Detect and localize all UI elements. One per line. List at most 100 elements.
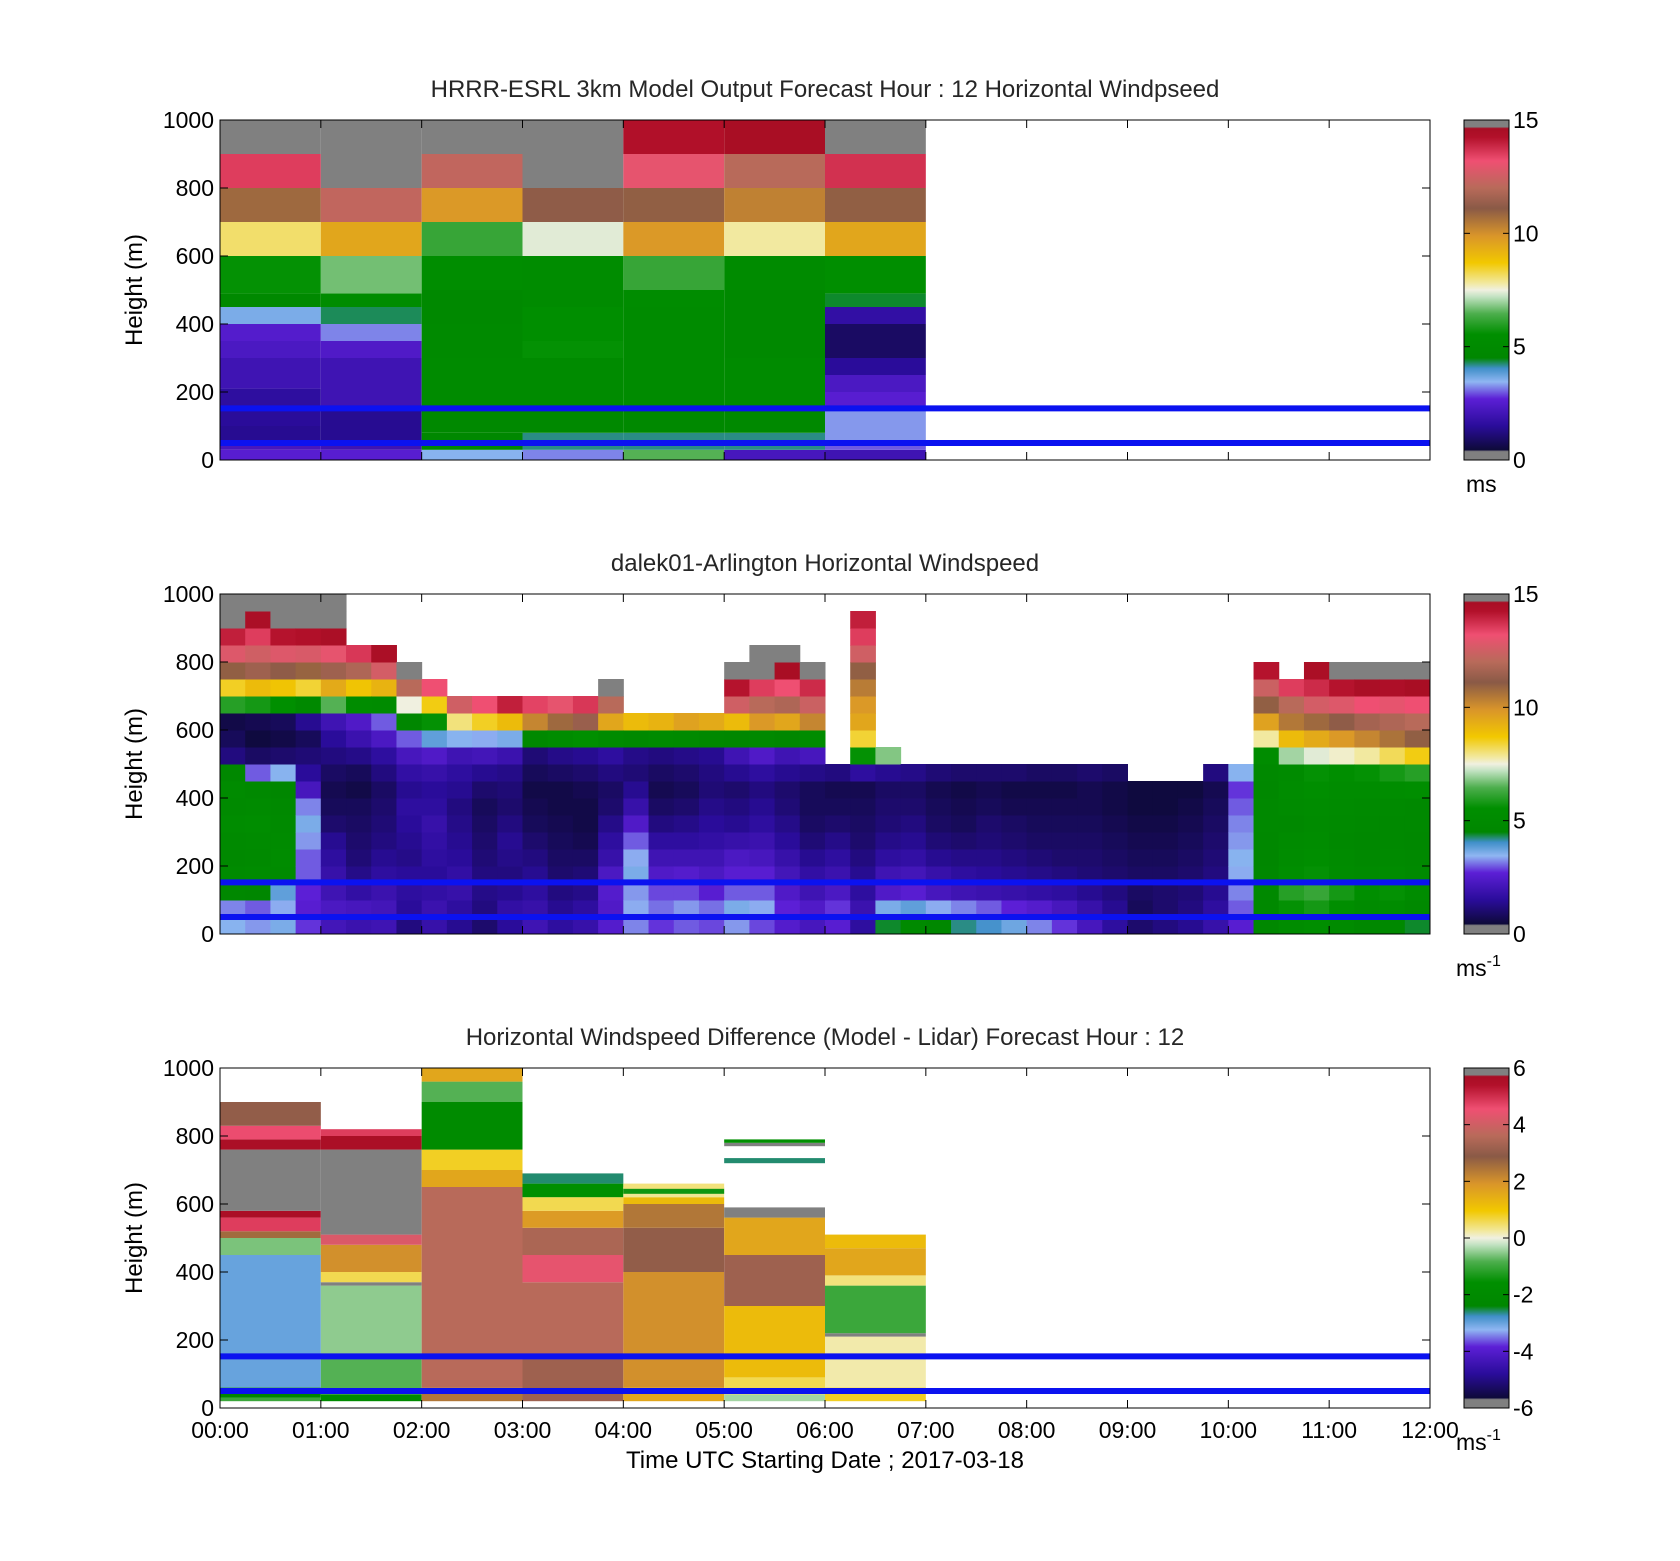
heatmap-cell — [220, 1125, 321, 1140]
heatmap-cell — [774, 662, 801, 680]
heatmap-cell — [320, 1394, 422, 1402]
heatmap-cell — [270, 730, 297, 748]
heatmap-cell — [220, 1255, 321, 1388]
panel-lidar-title: dalek01-Arlington Horizontal Windspeed — [611, 550, 1039, 577]
heatmap-cell — [1278, 815, 1305, 833]
heatmap-cell — [1152, 798, 1179, 816]
heatmap-cell — [1051, 917, 1078, 934]
heatmap-cell — [295, 679, 322, 697]
heatmap-cell — [295, 611, 322, 629]
heatmap-cell — [598, 815, 624, 833]
heatmap-cell — [220, 628, 246, 646]
heatmap-cell — [1152, 815, 1179, 833]
heatmap-cell — [774, 849, 801, 867]
heatmap-cell — [522, 341, 624, 358]
heatmap-cell — [825, 815, 851, 833]
heatmap-cell — [1379, 713, 1406, 731]
heatmap-cell — [346, 662, 372, 680]
difference-y-ticks: 0 200 400 600 800 1000 — [163, 1055, 1430, 1421]
lidar-y-ticks: 0 200 400 600 800 1000 — [163, 581, 1430, 947]
heatmap-cell — [799, 747, 826, 765]
heatmap-cell — [900, 917, 927, 934]
heatmap-cell — [1228, 815, 1255, 833]
heatmap-cell — [724, 120, 825, 154]
panel-difference: Horizontal Windspeed Difference (Model -… — [121, 1024, 1534, 1474]
heatmap-cell — [270, 781, 297, 799]
heatmap-cell — [1077, 764, 1103, 782]
heatmap-cell — [1203, 815, 1229, 833]
heatmap-cell — [1404, 883, 1430, 901]
heatmap-cell — [220, 730, 246, 748]
heatmap-cell — [572, 696, 599, 714]
heatmap-cell — [1203, 798, 1229, 816]
x-tick-label: 10:00 — [1200, 1417, 1258, 1443]
heatmap-cell — [1354, 883, 1381, 901]
heatmap-cell — [1379, 815, 1406, 833]
heatmap-cell — [749, 781, 776, 799]
heatmap-cell — [1001, 815, 1028, 833]
heatmap-cell — [320, 409, 422, 443]
model-reference-lines — [220, 405, 1430, 446]
heatmap-cell — [320, 1272, 422, 1283]
heatmap-cell — [270, 611, 297, 629]
heatmap-cell — [623, 900, 650, 918]
heatmap-cell — [799, 815, 826, 833]
heatmap-cell — [875, 900, 902, 918]
heatmap-cell — [572, 917, 599, 934]
heatmap-cell — [598, 900, 624, 918]
heatmap-cell — [1354, 747, 1381, 765]
heatmap-cell — [220, 866, 246, 884]
heatmap-cell — [497, 798, 523, 816]
heatmap-cell — [623, 917, 650, 934]
heatmap-cell — [220, 815, 246, 833]
heatmap-cell — [850, 866, 876, 884]
heatmap-cell — [1354, 815, 1381, 833]
heatmap-cell — [698, 747, 725, 765]
heatmap-cell — [572, 798, 599, 816]
heatmap-cell — [497, 832, 523, 850]
heatmap-cell — [698, 713, 725, 731]
x-tick-label: 04:00 — [595, 1417, 653, 1443]
heatmap-cell — [1026, 781, 1053, 799]
heatmap-cell — [1077, 866, 1103, 884]
y-tick-label: 800 — [176, 175, 214, 201]
colorbar-tick-label: 5 — [1513, 334, 1526, 360]
heatmap-cell — [673, 883, 700, 901]
heatmap-cell — [623, 764, 650, 782]
heatmap-cell — [1253, 798, 1280, 816]
heatmap-cell — [320, 866, 347, 884]
heatmap-cell — [396, 696, 423, 714]
heatmap-cell — [1404, 747, 1430, 765]
heatmap-cell — [875, 832, 902, 850]
model-colorbar-gradient — [1464, 120, 1509, 460]
heatmap-cell — [1001, 849, 1028, 867]
heatmap-cell — [522, 883, 549, 901]
heatmap-cell — [522, 1227, 624, 1255]
heatmap-cell — [522, 730, 549, 748]
heatmap-cell — [270, 866, 297, 884]
x-tick-label: 01:00 — [292, 1417, 350, 1443]
lidar-colorbar-ticks: 0 5 10 15 — [1464, 581, 1539, 947]
heatmap-cell — [976, 900, 1002, 918]
heatmap-cell — [623, 120, 725, 154]
heatmap-cell — [396, 713, 423, 731]
heatmap-cell — [1354, 917, 1381, 934]
heatmap-cell — [1077, 798, 1103, 816]
heatmap-cell — [850, 747, 876, 765]
heatmap-cell — [497, 900, 523, 918]
heatmap-cell — [875, 917, 902, 934]
heatmap-cell — [270, 628, 297, 646]
heatmap-cell — [1404, 849, 1430, 867]
heatmap-cell — [245, 798, 271, 816]
heatmap-cell — [320, 645, 347, 663]
heatmap-cell — [623, 798, 650, 816]
heatmap-cell — [245, 730, 271, 748]
heatmap-cell — [472, 730, 498, 748]
model-x-ticks — [219, 120, 1431, 460]
heatmap-cell — [799, 713, 826, 731]
heatmap-cell — [371, 900, 397, 918]
colorbar-tick-label: 15 — [1513, 107, 1539, 133]
heatmap-cell — [270, 900, 297, 918]
heatmap-cell — [1253, 730, 1280, 748]
heatmap-cell — [220, 883, 246, 901]
